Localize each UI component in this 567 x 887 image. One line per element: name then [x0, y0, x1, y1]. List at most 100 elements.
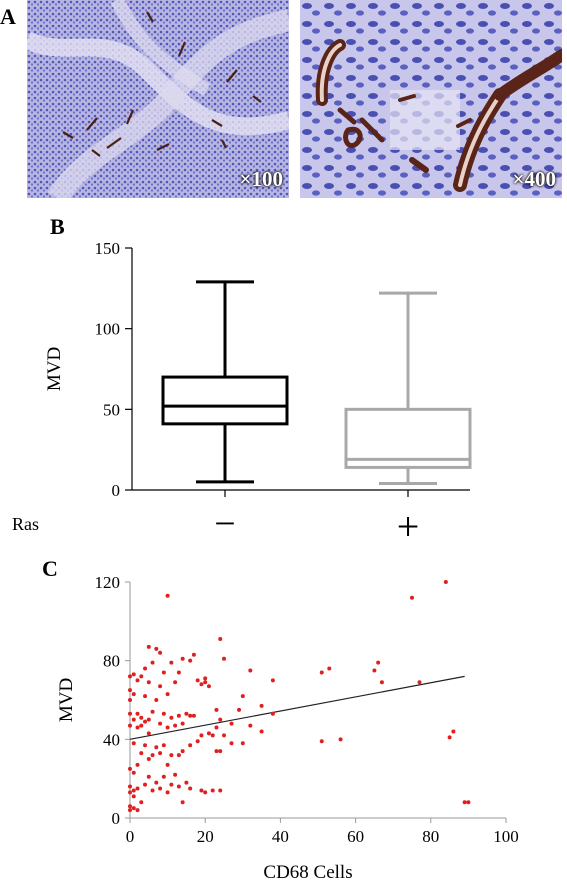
data-point [131, 692, 136, 697]
iqr-box [344, 407, 472, 469]
data-point [410, 595, 414, 600]
data-point [270, 711, 275, 716]
micrograph-100x: ×100 [27, 0, 289, 198]
data-point [143, 694, 148, 699]
data-point [169, 782, 174, 787]
magnification-label-400: ×400 [512, 167, 556, 191]
data-point [135, 711, 140, 716]
data-point [146, 717, 151, 722]
data-point [451, 729, 456, 734]
data-point [161, 670, 166, 675]
data-point [161, 711, 166, 716]
data-point [154, 745, 159, 750]
data-point [169, 715, 174, 720]
y-tick-label: 120 [95, 573, 121, 592]
data-point [139, 723, 144, 728]
x-axis-label: Ras [12, 514, 39, 534]
data-point [319, 670, 324, 675]
y-tick-label: 80 [103, 652, 120, 671]
x-tick-label: 20 [197, 827, 214, 846]
trend-line [129, 675, 465, 740]
data-point [135, 808, 140, 813]
data-point [173, 680, 178, 685]
data-point [191, 652, 196, 657]
data-point [143, 719, 148, 724]
data-point [173, 723, 178, 728]
data-point [447, 735, 452, 740]
data-point [417, 680, 422, 685]
x-tick-label: 0 [126, 827, 135, 846]
data-point [158, 721, 163, 726]
data-point [143, 666, 148, 671]
data-point [222, 733, 226, 738]
data-point [191, 713, 196, 718]
data-point [184, 711, 189, 716]
data-point [146, 757, 151, 761]
y-tick-label: 0 [112, 809, 121, 828]
micrograph-100x-image [27, 0, 289, 198]
y-axis-label: MVD [44, 347, 65, 391]
data-point [240, 741, 245, 746]
data-point [146, 774, 151, 779]
data-point [139, 715, 144, 720]
data-point [150, 753, 155, 758]
data-point [462, 800, 467, 805]
data-point [128, 723, 132, 728]
data-point [203, 680, 208, 685]
data-point [218, 717, 223, 722]
data-point [131, 717, 136, 722]
data-point [135, 762, 140, 767]
micrograph-400x: ×400 [300, 0, 562, 198]
data-point [180, 749, 185, 754]
y-tick-label: 50 [103, 400, 120, 419]
data-point [146, 644, 151, 649]
magnification-label-100: ×100 [239, 167, 283, 191]
x-tick-label: 40 [272, 827, 289, 846]
data-point [199, 682, 204, 687]
data-point [379, 680, 384, 685]
data-point [135, 678, 140, 683]
x-tick-label: 80 [422, 827, 439, 846]
y-tick-label: 0 [112, 481, 121, 500]
data-point [199, 788, 204, 793]
y-tick-label: 150 [95, 239, 121, 258]
data-point [176, 670, 181, 675]
data-point [176, 784, 181, 789]
box-plot-chart: 0 50 100 150 MVD Ras − + [12, 239, 472, 549]
data-point [165, 762, 170, 767]
data-point [128, 766, 132, 771]
data-point [376, 660, 381, 665]
data-point [135, 725, 140, 730]
data-point [128, 808, 132, 813]
data-point [150, 709, 155, 714]
data-point [150, 660, 155, 665]
data-point [214, 707, 219, 712]
data-point [229, 721, 234, 726]
x-tick-label: 60 [347, 827, 364, 846]
data-point [195, 678, 200, 683]
data-point [240, 694, 245, 699]
data-point [131, 672, 136, 677]
data-point [169, 753, 174, 758]
data-point [237, 707, 242, 712]
x-tick-label: 100 [493, 827, 519, 846]
scatter-chart: 0 40 80 120 0 20 40 60 80 100 MVD CD68 Cells [56, 573, 519, 883]
data-point [188, 786, 193, 791]
data-point [150, 788, 155, 793]
data-point [154, 698, 159, 702]
panel-c-label: C [42, 556, 58, 581]
data-point [128, 698, 132, 702]
x-axis-label: CD68 Cells [263, 862, 352, 883]
data-point [195, 739, 200, 744]
data-point [259, 729, 264, 734]
data-point [214, 749, 219, 754]
data-point [248, 723, 253, 728]
panel-b-label: B [50, 214, 65, 239]
data-point [139, 751, 144, 756]
data-point [180, 721, 185, 726]
y-tick-label: 100 [95, 320, 121, 339]
data-point [154, 646, 159, 651]
data-point [128, 784, 132, 789]
data-point [319, 739, 324, 744]
data-point [169, 660, 174, 665]
